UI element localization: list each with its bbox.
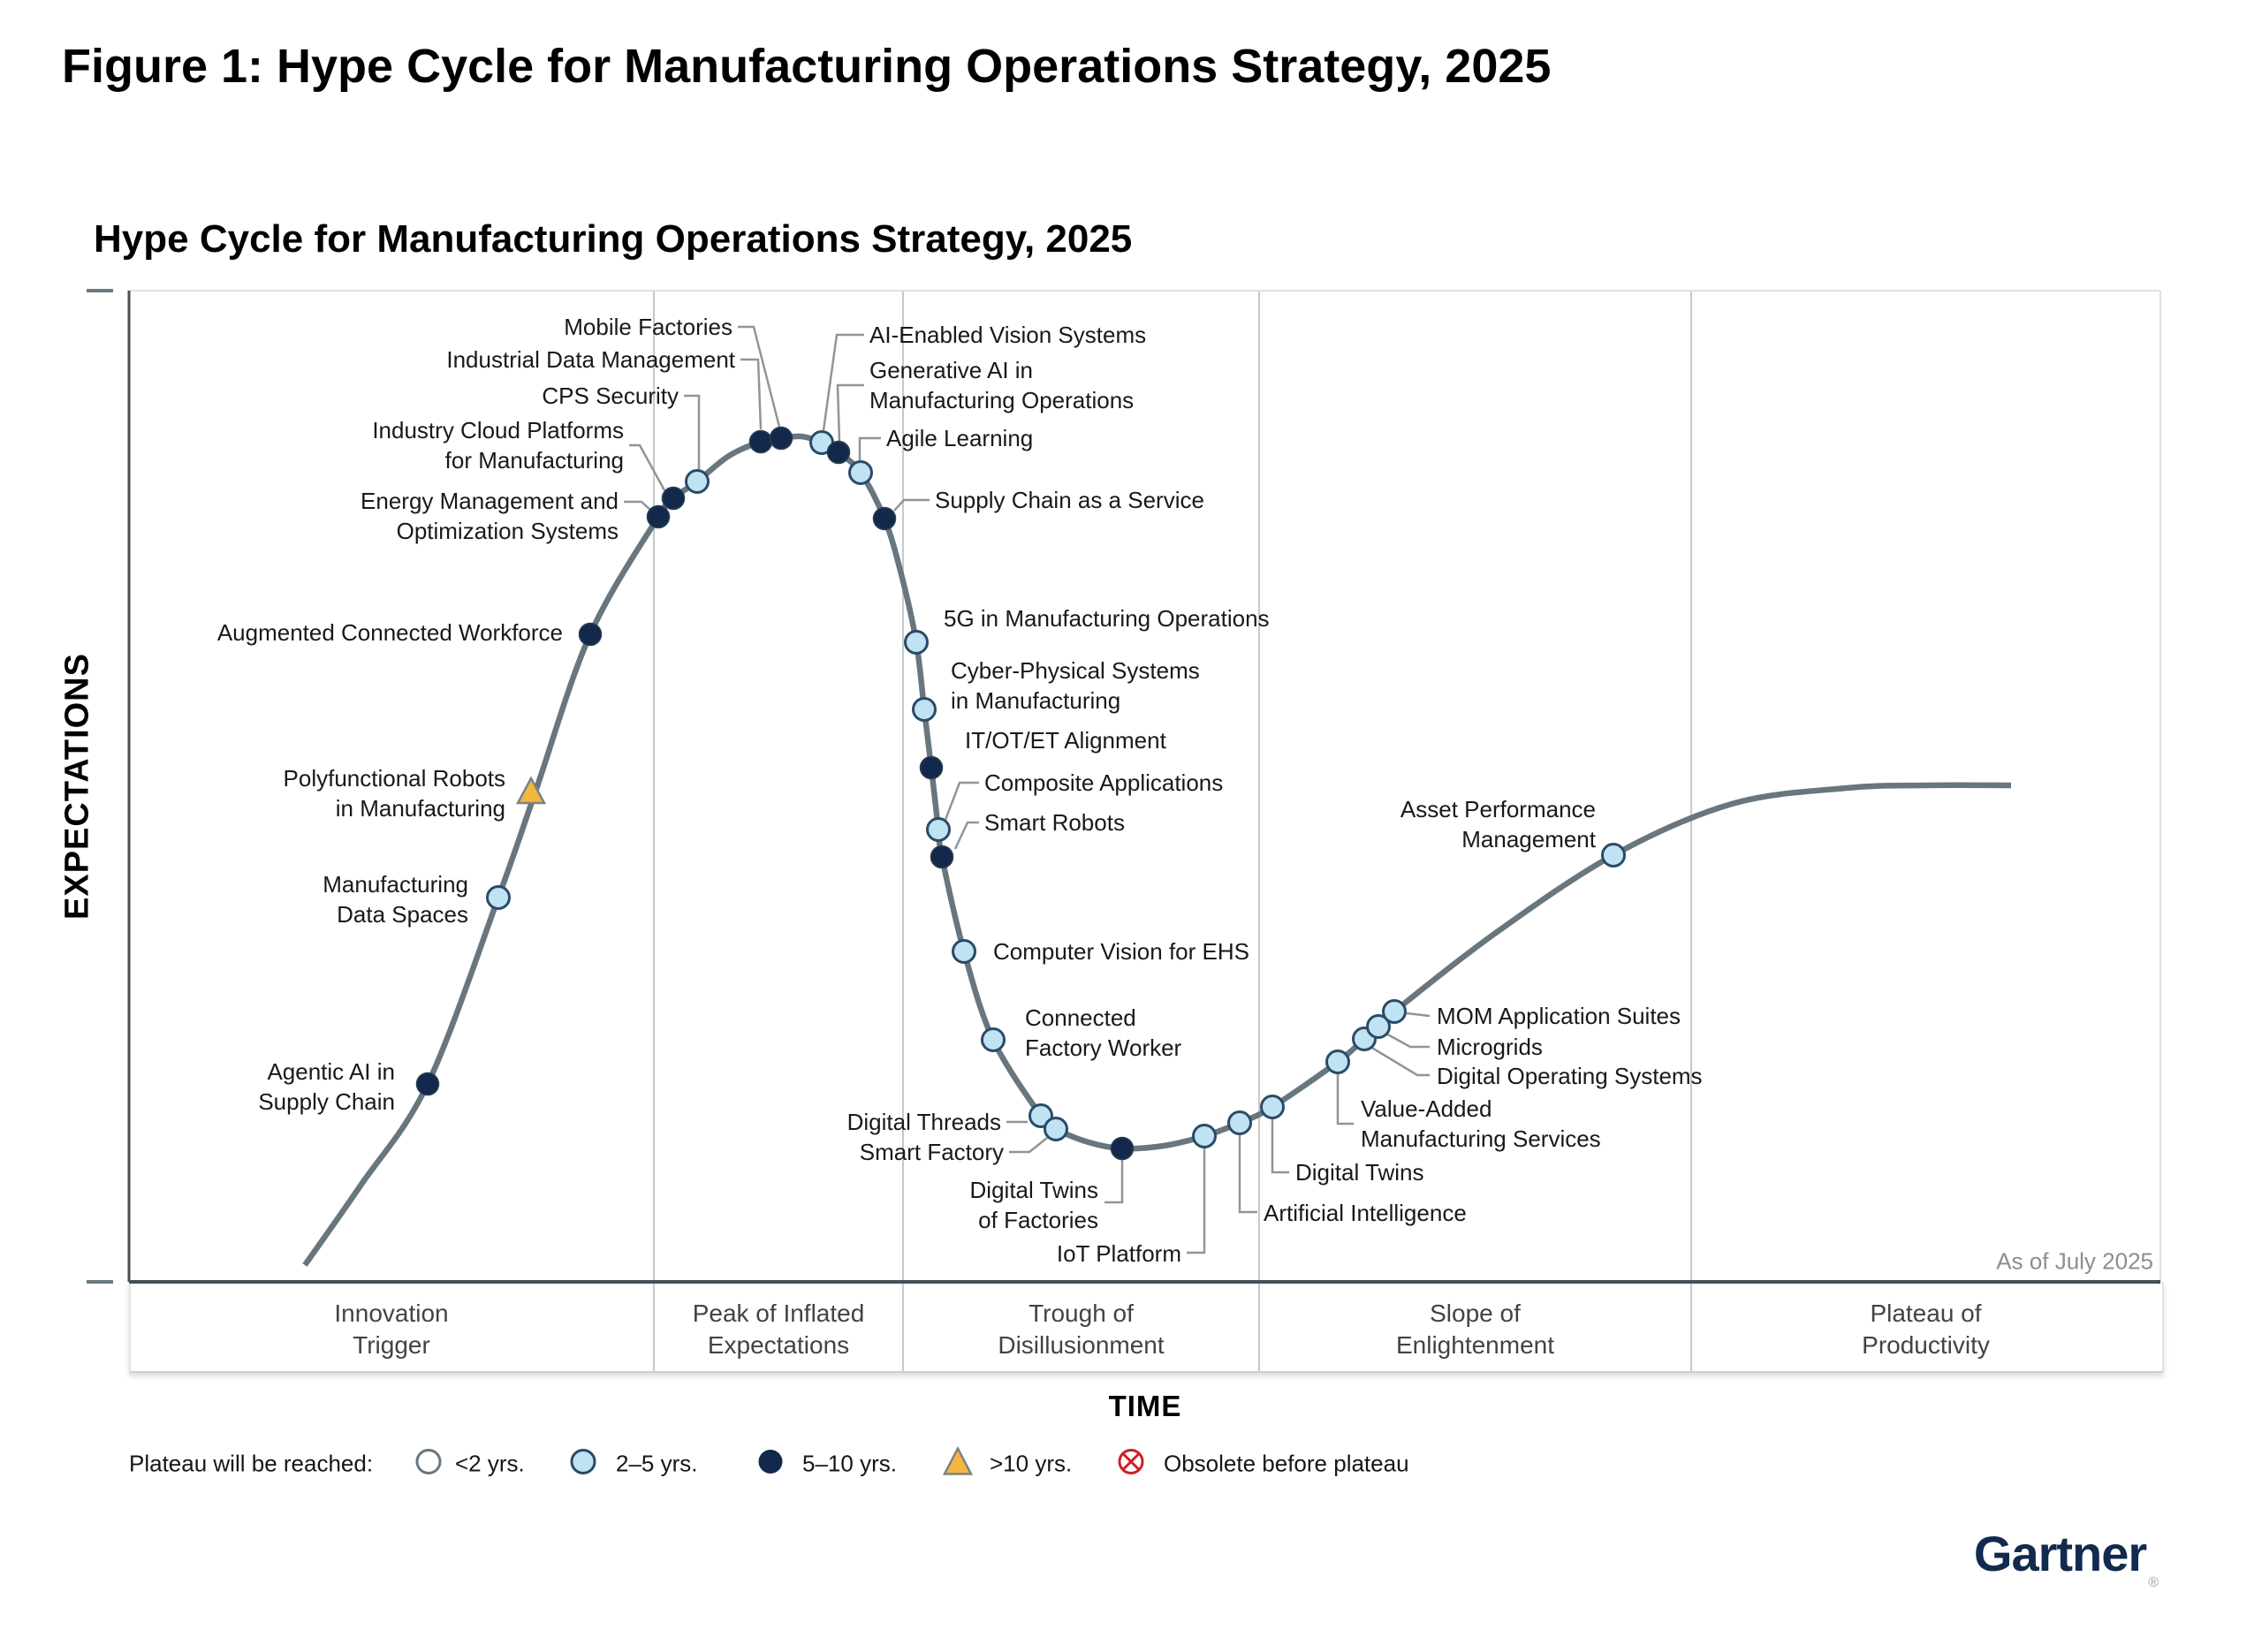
point-smart-robots bbox=[930, 845, 954, 869]
as-of-date: As of July 2025 bbox=[1996, 1247, 2153, 1275]
x-axis-label: TIME bbox=[1108, 1390, 1182, 1422]
connector-industry-cloud-platforms bbox=[629, 443, 666, 491]
point-digital-twins bbox=[1260, 1095, 1285, 1119]
connector-agile-learning bbox=[858, 436, 881, 460]
connector-supply-chain-as-a-service bbox=[893, 498, 930, 512]
connector-digital-operating-systems bbox=[1370, 1045, 1430, 1077]
point-smart-factory bbox=[1044, 1117, 1068, 1141]
figure-title: Figure 1: Hype Cycle for Manufacturing O… bbox=[62, 40, 1552, 93]
point-value-added-mfg-services bbox=[1325, 1050, 1350, 1074]
point-microgrids bbox=[1366, 1014, 1391, 1039]
point-asset-performance-management bbox=[1601, 843, 1626, 868]
point-industrial-data-management bbox=[748, 429, 773, 454]
point-composite-applications bbox=[926, 817, 951, 842]
point-manufacturing-data-spaces bbox=[486, 885, 511, 910]
point-digital-twins-of-factories bbox=[1110, 1136, 1135, 1161]
point-supply-chain-as-a-service bbox=[872, 506, 897, 531]
point-cps-security bbox=[685, 469, 710, 494]
point-generative-ai-mfg-ops bbox=[826, 440, 851, 465]
connector-composite-applications bbox=[944, 781, 979, 821]
point-it-ot-et-alignment bbox=[919, 755, 944, 780]
connector-digital-twins-of-factories bbox=[1104, 1157, 1124, 1204]
connector-iot-platform bbox=[1187, 1146, 1206, 1254]
connector-cps-security bbox=[684, 394, 701, 469]
connector-value-added-mfg-services bbox=[1336, 1072, 1354, 1125]
point-iot-platform bbox=[1192, 1124, 1217, 1148]
connector-industrial-data-management bbox=[740, 358, 763, 430]
point-computer-vision-ehs bbox=[952, 939, 976, 964]
point-polyfunctional-robots bbox=[515, 776, 547, 805]
point-5g-mfg-ops bbox=[904, 630, 929, 655]
point-augmented-connected-workforce bbox=[578, 622, 603, 647]
point-cyber-physical-systems bbox=[912, 697, 937, 722]
phase-band bbox=[129, 1282, 2164, 1373]
connector-smart-robots bbox=[953, 821, 979, 850]
connector-digital-twins bbox=[1271, 1117, 1289, 1174]
connector-artificial-intelligence bbox=[1238, 1133, 1257, 1214]
hype-cycle-curve bbox=[302, 433, 2012, 1267]
registered-mark-icon: ® bbox=[2148, 1575, 2159, 1590]
point-agile-learning bbox=[848, 460, 873, 485]
point-industry-cloud-platforms bbox=[661, 486, 686, 511]
point-energy-management bbox=[646, 504, 671, 529]
connector-generative-ai-mfg-ops bbox=[836, 383, 864, 442]
point-connected-factory-worker bbox=[981, 1027, 1006, 1052]
point-mobile-factories bbox=[769, 426, 793, 451]
connector-ai-enabled-vision-systems bbox=[822, 333, 864, 431]
gartner-logo: Gartner® bbox=[1973, 1526, 2159, 1590]
connector-microgrids bbox=[1384, 1031, 1430, 1049]
connector-mobile-factories bbox=[738, 325, 781, 428]
point-artificial-intelligence bbox=[1227, 1110, 1252, 1135]
connector-smart-factory bbox=[1009, 1137, 1048, 1154]
connector-mom-application-suites bbox=[1406, 1012, 1431, 1018]
point-mom-application-suites bbox=[1382, 999, 1407, 1024]
chart-title: Hype Cycle for Manufacturing Operations … bbox=[94, 217, 1133, 261]
connector-energy-management bbox=[624, 500, 652, 512]
point-agentic-ai-supply-chain bbox=[415, 1072, 440, 1096]
